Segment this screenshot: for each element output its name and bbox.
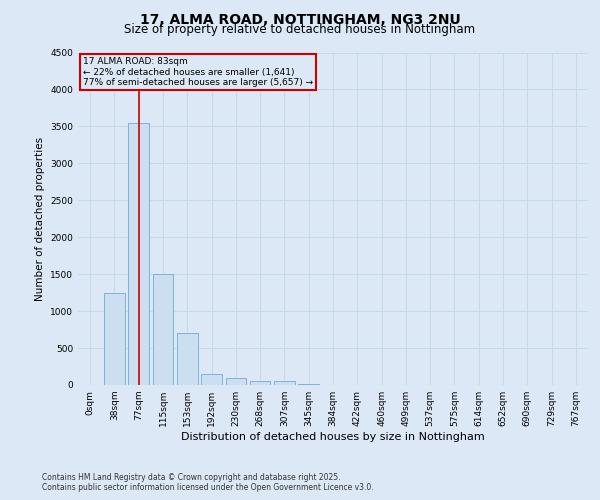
Bar [177, 334, 197, 385]
Bar [104, 292, 125, 385]
Bar [128, 122, 149, 385]
Bar [152, 274, 173, 385]
Bar [298, 384, 319, 385]
Text: 17 ALMA ROAD: 83sqm
← 22% of detached houses are smaller (1,641)
77% of semi-det: 17 ALMA ROAD: 83sqm ← 22% of detached ho… [83, 58, 313, 88]
Text: Contains HM Land Registry data © Crown copyright and database right 2025.
Contai: Contains HM Land Registry data © Crown c… [42, 473, 374, 492]
Bar [226, 378, 246, 385]
Bar [250, 382, 271, 385]
X-axis label: Distribution of detached houses by size in Nottingham: Distribution of detached houses by size … [181, 432, 485, 442]
Text: 17, ALMA ROAD, NOTTINGHAM, NG3 2NU: 17, ALMA ROAD, NOTTINGHAM, NG3 2NU [140, 12, 460, 26]
Y-axis label: Number of detached properties: Number of detached properties [35, 136, 44, 301]
Bar [201, 374, 222, 385]
Bar [274, 382, 295, 385]
Text: Size of property relative to detached houses in Nottingham: Size of property relative to detached ho… [124, 22, 476, 36]
